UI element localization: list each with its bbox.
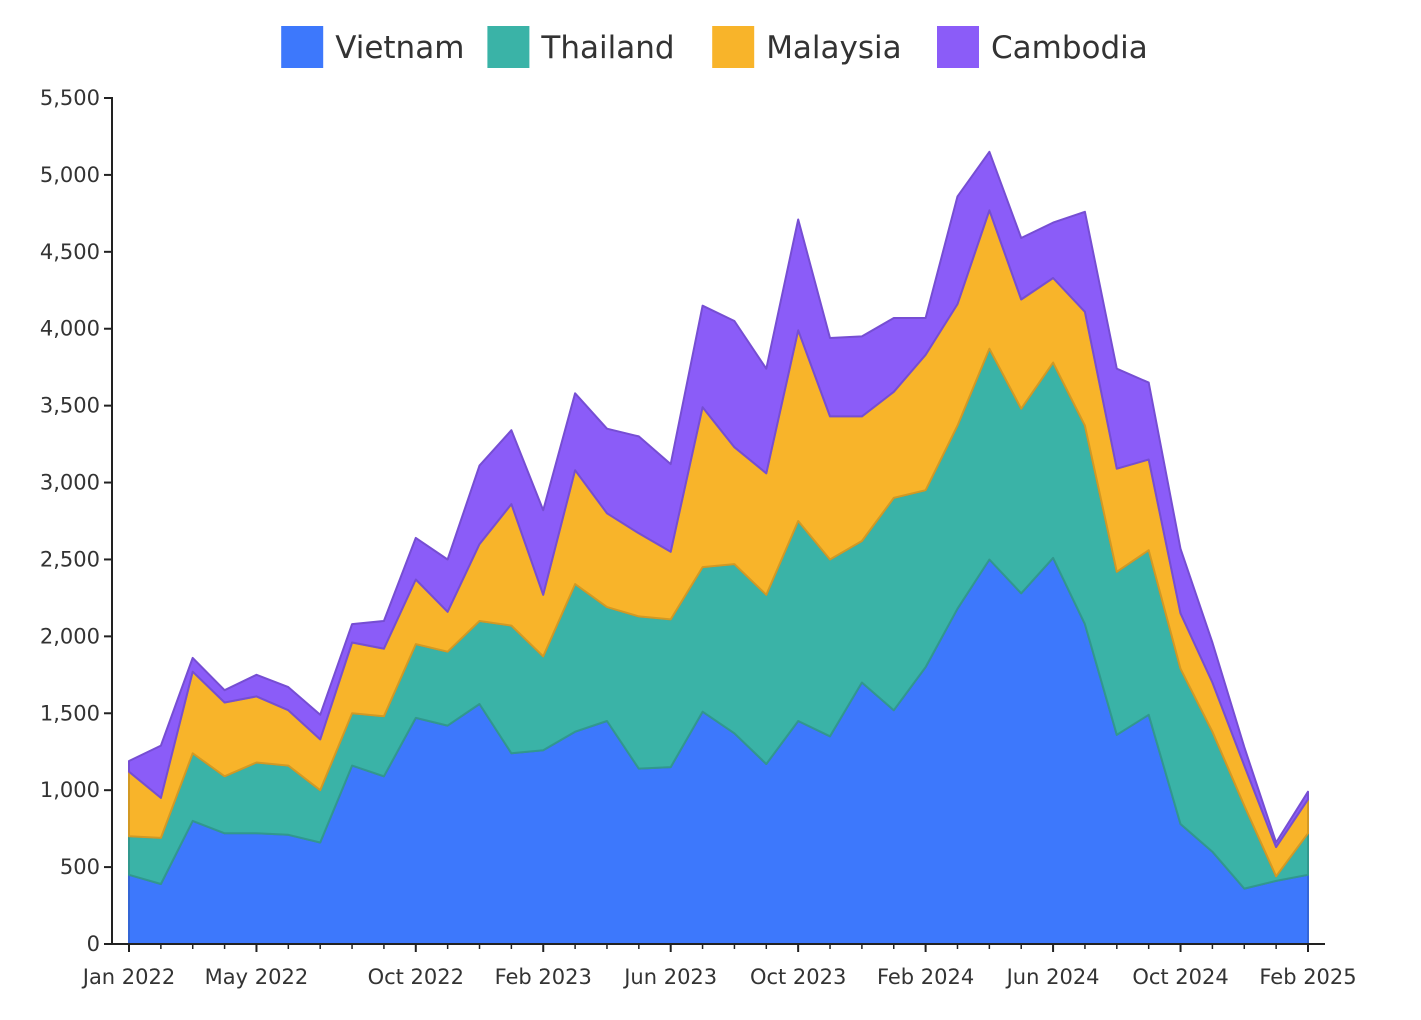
- legend-item-vietnam[interactable]: Vietnam: [281, 26, 464, 68]
- x-tick-label: Feb 2024: [877, 965, 974, 989]
- x-axis: Jan 2022 May 2022 Oct 2022 Feb 2023 Jun 2023…: [81, 943, 1357, 989]
- x-tick-label: May 2022: [205, 965, 309, 989]
- legend-label: Vietnam: [335, 30, 464, 66]
- x-tick-label: Oct 2024: [1132, 965, 1228, 989]
- legend-swatch: [281, 26, 324, 68]
- legend-label: Thailand: [540, 30, 674, 66]
- area-series-group: [128, 150, 1309, 945]
- y-tick-label: 4,000: [40, 317, 100, 341]
- legend-swatch: [937, 26, 979, 68]
- y-tick-label: 2,500: [40, 547, 100, 571]
- legend-label: Malaysia: [766, 30, 901, 66]
- y-tick-label: 1,500: [40, 701, 100, 725]
- x-tick-label: Oct 2022: [368, 965, 464, 989]
- x-tick-label: Oct 2023: [750, 965, 846, 989]
- x-tick-label: Jun 2023: [622, 965, 717, 989]
- y-tick-label: 3,500: [40, 394, 100, 418]
- legend-swatch: [487, 26, 530, 68]
- legend-item-malaysia[interactable]: Malaysia: [712, 26, 902, 68]
- y-tick-label: 500: [60, 855, 100, 879]
- x-tick-label: Jan 2022: [81, 965, 176, 989]
- y-tick-label: 4,500: [40, 240, 100, 264]
- y-tick-label: 2,000: [40, 624, 100, 648]
- x-tick-label: Feb 2023: [495, 965, 592, 989]
- y-tick-label: 3,000: [40, 471, 100, 495]
- y-tick-label: 5,000: [40, 163, 100, 187]
- area-series-cambodia: [128, 150, 1309, 849]
- legend-item-thailand[interactable]: Thailand: [487, 26, 675, 68]
- x-tick-label: Jun 2024: [1005, 965, 1100, 989]
- y-tick-label: 5,500: [40, 86, 100, 110]
- legend-label: Cambodia: [991, 30, 1148, 66]
- legend-item-cambodia[interactable]: Cambodia: [937, 26, 1148, 68]
- y-tick-label: 0: [87, 932, 100, 956]
- y-tick-label: 1,000: [40, 778, 100, 802]
- legend-swatch: [712, 26, 755, 68]
- legend: Vietnam Thailand Malaysia Cambodia: [281, 26, 1148, 68]
- x-tick-label: Feb 2025: [1259, 965, 1356, 989]
- y-axis: 0 500 1,000 1,500 2,000 2,500 3,000 3,500 4,000 4…: [40, 86, 113, 956]
